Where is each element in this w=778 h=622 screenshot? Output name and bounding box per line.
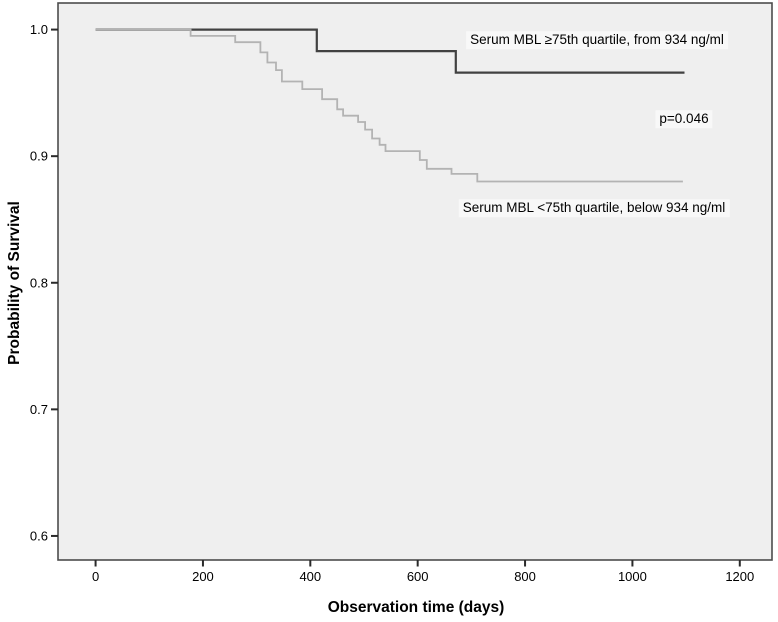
x-tick-label: 600 — [407, 569, 429, 584]
survival-curve-low-group — [95, 28, 683, 183]
y-axis-title: Probability of Survival — [6, 201, 23, 365]
legend-label-high-group: Serum MBL ≥75th quartile, from 934 ng/ml — [466, 31, 728, 49]
y-tick-label: 0.6 — [30, 528, 48, 543]
y-tick-label: 1.0 — [30, 22, 48, 37]
x-axis-title: Observation time (days) — [327, 599, 505, 616]
x-tick-label: 1200 — [725, 569, 754, 584]
y-tick-label: 0.9 — [30, 149, 48, 164]
legend-label-low-group: Serum MBL <75th quartile, below 934 ng/m… — [458, 199, 730, 217]
x-tick-label: 400 — [299, 569, 321, 584]
x-tick-label: 1000 — [618, 569, 647, 584]
x-tick-label: 200 — [192, 569, 214, 584]
x-tick-label: 0 — [92, 569, 99, 584]
y-tick-label: 0.7 — [30, 402, 48, 417]
x-tick-label: 800 — [514, 569, 536, 584]
y-tick-label: 0.8 — [30, 275, 48, 290]
survival-curve-high-group — [95, 28, 685, 74]
plot-area — [57, 2, 773, 561]
p-value-label: p=0.046 — [655, 110, 713, 128]
